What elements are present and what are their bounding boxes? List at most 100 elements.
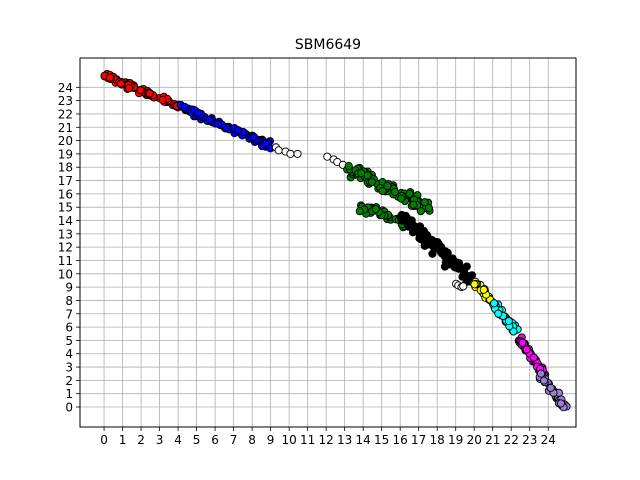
y-tick-label: 12 bbox=[58, 241, 73, 255]
data-point bbox=[205, 115, 214, 124]
y-tick-label: 21 bbox=[58, 121, 73, 135]
x-tick-label: 4 bbox=[174, 433, 182, 447]
y-tick-label: 10 bbox=[58, 267, 73, 281]
data-point bbox=[180, 102, 189, 111]
cluster-3 bbox=[323, 152, 347, 169]
data-point bbox=[427, 235, 436, 244]
y-tick-label: 22 bbox=[58, 107, 73, 121]
x-tick-label: 22 bbox=[504, 433, 519, 447]
y-tick-label: 4 bbox=[65, 347, 73, 361]
data-point bbox=[274, 146, 283, 155]
x-tick-label: 5 bbox=[193, 433, 201, 447]
data-point bbox=[455, 263, 464, 272]
data-point bbox=[432, 243, 441, 252]
data-point bbox=[261, 139, 270, 148]
data-point bbox=[371, 204, 380, 214]
x-tick-label: 1 bbox=[119, 433, 127, 447]
y-tick-label: 14 bbox=[58, 214, 73, 228]
x-tick-label: 17 bbox=[411, 433, 426, 447]
x-tick-label: 14 bbox=[356, 433, 371, 447]
y-tick-label: 20 bbox=[58, 134, 73, 148]
y-tick-label: 5 bbox=[65, 334, 73, 348]
x-tick-label: 8 bbox=[248, 433, 256, 447]
data-point bbox=[367, 177, 376, 186]
cluster-4 bbox=[343, 161, 434, 232]
chart-title: SBM6649 bbox=[295, 37, 361, 53]
x-tick-label: 2 bbox=[137, 433, 145, 447]
x-tick-label: 9 bbox=[267, 433, 275, 447]
data-point bbox=[286, 149, 295, 158]
plot-frame bbox=[79, 57, 577, 428]
y-tick-label: 3 bbox=[65, 361, 73, 375]
data-point bbox=[293, 149, 302, 158]
data-point bbox=[214, 119, 223, 128]
x-axis: 0 1 2 3 4 5 6 7 8 9 10 11 12 13 14 15 16 17 18 19 20 21 22 23 24 bbox=[100, 427, 556, 447]
data-point bbox=[556, 399, 565, 408]
x-tick-label: 12 bbox=[319, 433, 334, 447]
data-point bbox=[424, 203, 433, 213]
data-point bbox=[145, 89, 154, 98]
y-tick-label: 19 bbox=[58, 147, 73, 161]
data-point bbox=[136, 86, 145, 95]
y-tick-label: 18 bbox=[58, 161, 73, 175]
x-tick-label: 16 bbox=[393, 433, 408, 447]
data-point bbox=[420, 241, 429, 250]
cluster-2 bbox=[271, 143, 302, 158]
data-point bbox=[249, 132, 259, 142]
data-point bbox=[546, 383, 555, 392]
data-point bbox=[518, 338, 527, 347]
data-point bbox=[383, 181, 392, 190]
x-tick-label: 10 bbox=[281, 433, 296, 447]
data-point bbox=[494, 309, 503, 318]
x-tick-label: 24 bbox=[541, 433, 556, 447]
data-point bbox=[479, 285, 488, 294]
x-tick-label: 21 bbox=[485, 433, 500, 447]
cluster-5 bbox=[396, 210, 477, 286]
x-tick-label: 15 bbox=[374, 433, 389, 447]
cluster-0 bbox=[100, 70, 183, 112]
cluster-1 bbox=[176, 100, 275, 153]
y-tick-label: 8 bbox=[65, 294, 73, 308]
y-tick-label: 16 bbox=[58, 187, 73, 201]
data-point bbox=[194, 108, 203, 117]
y-tick-label: 24 bbox=[58, 81, 73, 95]
data-point bbox=[416, 207, 425, 216]
x-tick-label: 3 bbox=[156, 433, 164, 447]
x-tick-label: 13 bbox=[337, 433, 352, 447]
data-point bbox=[355, 207, 364, 216]
y-tick-label: 6 bbox=[65, 321, 73, 335]
x-tick-label: 20 bbox=[467, 433, 482, 447]
y-tick-label: 15 bbox=[58, 201, 73, 215]
y-tick-label: 13 bbox=[58, 227, 73, 241]
data-point bbox=[539, 376, 548, 385]
data-point bbox=[529, 353, 538, 362]
data-point bbox=[105, 73, 114, 82]
cluster-6 bbox=[452, 279, 468, 292]
data-point bbox=[344, 161, 353, 171]
data-point bbox=[116, 79, 125, 88]
data-point bbox=[522, 345, 531, 354]
y-tick-label: 1 bbox=[65, 387, 73, 401]
x-tick-label: 19 bbox=[448, 433, 463, 447]
data-point bbox=[408, 228, 418, 237]
data-point bbox=[390, 187, 399, 196]
data-point bbox=[490, 299, 499, 308]
data-point bbox=[233, 126, 243, 135]
x-tick-label: 6 bbox=[211, 433, 219, 447]
data-point bbox=[443, 248, 452, 257]
data-point bbox=[536, 369, 546, 378]
cluster-8 bbox=[489, 299, 522, 336]
y-tick-label: 2 bbox=[65, 374, 73, 388]
y-tick-label: 23 bbox=[58, 94, 73, 108]
y-tick-label: 0 bbox=[65, 401, 73, 415]
data-point bbox=[445, 259, 454, 268]
data-point bbox=[378, 187, 387, 196]
y-tick-label: 11 bbox=[58, 254, 73, 268]
data-point bbox=[428, 249, 437, 258]
cluster-10 bbox=[535, 369, 571, 412]
data-point bbox=[405, 189, 414, 198]
data-point bbox=[407, 219, 416, 228]
